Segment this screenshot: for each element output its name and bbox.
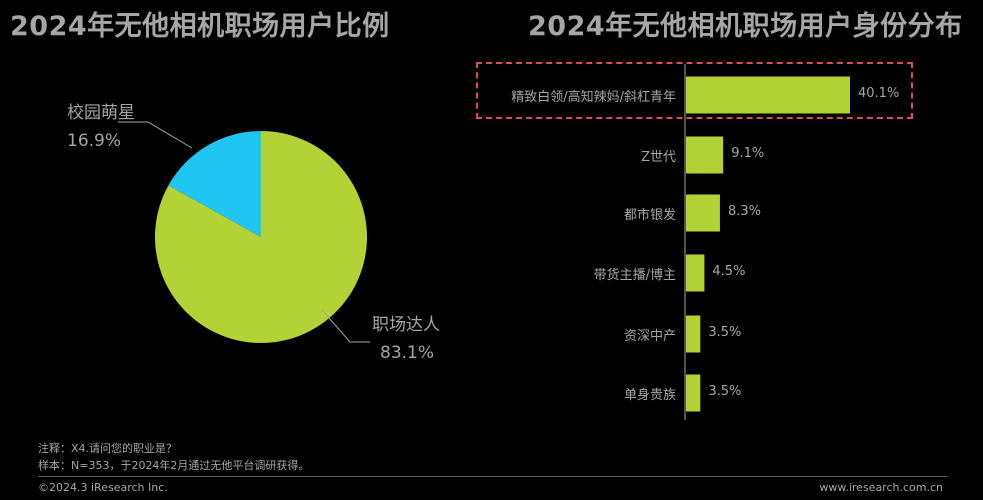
bar-5 bbox=[686, 374, 701, 412]
highlight-box bbox=[476, 62, 913, 119]
bar-chart-title: 2024年无他相机职场用户身份分布 bbox=[528, 11, 963, 42]
value-label: 9.1% bbox=[731, 146, 765, 161]
pie-value-minor: 16.9% bbox=[67, 131, 122, 151]
category-label: 资深中产 bbox=[623, 329, 676, 344]
category-label: Z世代 bbox=[641, 150, 676, 165]
pie-label-major: 职场达人 bbox=[372, 315, 440, 335]
footer-note: 注释：X4.请问您的职业是？ bbox=[38, 442, 178, 455]
footer-divider bbox=[38, 476, 948, 477]
pie-chart-title: 2024年无他相机职场用户比例 bbox=[10, 11, 390, 42]
value-label: 40.1% bbox=[858, 86, 900, 101]
pie-slice-0 bbox=[154, 131, 367, 343]
category-label: 带货主播/博主 bbox=[593, 268, 676, 283]
leader-line-minor bbox=[118, 121, 193, 149]
value-label: 4.5% bbox=[712, 264, 746, 279]
value-label: 3.5% bbox=[708, 325, 742, 340]
value-label: 8.3% bbox=[727, 204, 761, 219]
bar-1 bbox=[686, 136, 724, 174]
pie-value-major: 83.1% bbox=[380, 343, 435, 363]
pie-label-minor: 校园萌星 bbox=[67, 103, 135, 123]
bar-3 bbox=[686, 254, 705, 292]
pie-slice-1 bbox=[168, 131, 261, 237]
footer-sample: 样本：N=353，于2024年2月通过无他平台调研获得。 bbox=[38, 459, 310, 472]
copyright: ©2024.3 iResearch Inc. bbox=[38, 481, 168, 494]
category-label: 都市银发 bbox=[623, 208, 676, 223]
leader-line-major bbox=[321, 309, 370, 343]
bar-4 bbox=[686, 315, 701, 353]
website: www.iresearch.com.cn bbox=[819, 481, 943, 494]
bar-2 bbox=[686, 194, 720, 232]
category-label: 精致白领/高知辣妈/斜杠青年 bbox=[511, 90, 676, 105]
category-label: 单身贵族 bbox=[623, 388, 676, 403]
value-label: 3.5% bbox=[708, 384, 742, 399]
bar-0 bbox=[686, 76, 850, 114]
